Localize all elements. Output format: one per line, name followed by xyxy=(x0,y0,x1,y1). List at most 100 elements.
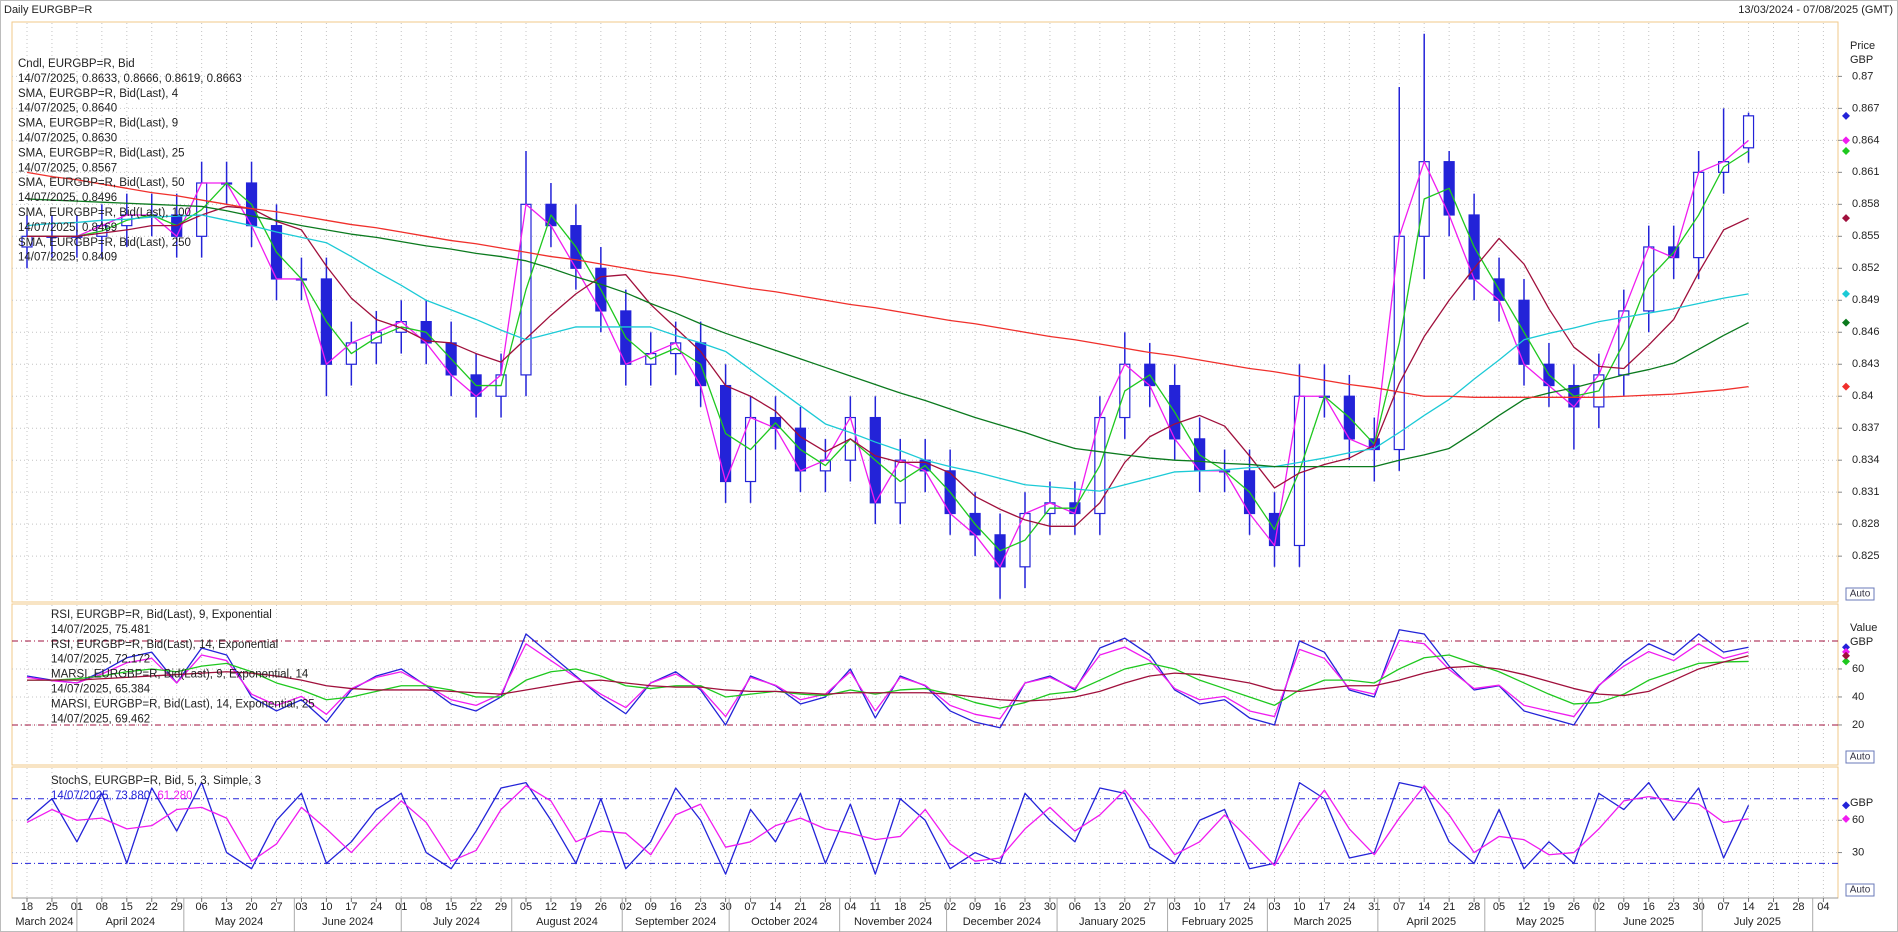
legend-value: 61.280 xyxy=(157,790,192,802)
x-tick-label: 27 xyxy=(270,901,282,913)
x-tick-label: 06 xyxy=(196,901,208,913)
x-tick-label: 11 xyxy=(870,901,881,913)
legend-text: SMA, EURGBP=R, Bid(Last), 250 xyxy=(18,237,191,249)
x-tick-label: 13 xyxy=(1094,901,1106,913)
legend-text: SMA, EURGBP=R, Bid(Last), 4 xyxy=(18,88,179,100)
legend-text: RSI, EURGBP=R, Bid(Last), 9, Exponential xyxy=(51,609,272,621)
x-tick-label: 30 xyxy=(1044,901,1056,913)
legend-text: 14/07/2025, 0.8567 xyxy=(18,162,117,174)
last-value-marker xyxy=(1842,111,1850,120)
month-label: February 2025 xyxy=(1182,916,1254,928)
x-tick-label: 09 xyxy=(1618,901,1630,913)
auto-label: Auto xyxy=(1850,752,1871,763)
candle-body xyxy=(1742,115,1755,149)
y-axis-unit: GBP xyxy=(1850,797,1873,809)
month-label: April 2025 xyxy=(1407,916,1457,928)
legend-value: 14/07/2025, 73.880, xyxy=(51,790,153,802)
x-tick-label: 08 xyxy=(420,901,432,913)
month-label: January 2025 xyxy=(1079,916,1146,928)
series-line xyxy=(26,629,1749,729)
y-tick-label: 20 xyxy=(1852,719,1864,731)
y-tick-label: 0.864 xyxy=(1852,134,1880,146)
y-tick-label: 0.861 xyxy=(1852,166,1880,178)
x-tick-label: 02 xyxy=(1593,901,1605,913)
y-tick-label: 0.828 xyxy=(1852,518,1880,530)
x-tick-label: 25 xyxy=(46,901,58,913)
x-tick-label: 23 xyxy=(1668,901,1680,913)
x-tick-label: 07 xyxy=(1393,901,1405,913)
y-axis-unit: GBP xyxy=(1850,636,1873,648)
x-tick-label: 28 xyxy=(819,901,831,913)
x-tick-label: 18 xyxy=(894,901,906,913)
x-tick-label: 04 xyxy=(1817,901,1829,913)
legend-text: StochS, EURGBP=R, Bid, 5, 3, Simple, 3 xyxy=(51,775,261,787)
month-label: September 2024 xyxy=(635,916,716,928)
x-tick-label: 14 xyxy=(1742,901,1754,913)
last-value-marker xyxy=(1842,289,1850,298)
x-tick-label: 29 xyxy=(495,901,507,913)
last-value-marker xyxy=(1842,214,1850,223)
month-label: June 2025 xyxy=(1623,916,1674,928)
legend-text: SMA, EURGBP=R, Bid(Last), 9 xyxy=(18,118,178,130)
x-tick-label: 10 xyxy=(1293,901,1305,913)
legend-text: MARSI, EURGBP=R, Bid(Last), 14, Exponent… xyxy=(51,698,315,710)
x-tick-label: 09 xyxy=(969,901,981,913)
x-tick-label: 17 xyxy=(1318,901,1330,913)
y-tick-label: 40 xyxy=(1852,691,1864,703)
series-line xyxy=(27,150,1749,552)
y-tick-label: 0.846 xyxy=(1852,326,1880,338)
x-tick-label: 13 xyxy=(220,901,232,913)
x-tick-label: 15 xyxy=(445,901,457,913)
x-tick-label: 04 xyxy=(844,901,856,913)
month-label: December 2024 xyxy=(963,916,1041,928)
x-tick-label: 10 xyxy=(1194,901,1206,913)
month-label: May 2025 xyxy=(1516,916,1564,928)
series-line xyxy=(26,785,1749,867)
month-label: July 2025 xyxy=(1734,916,1781,928)
y-tick-label: 30 xyxy=(1852,846,1864,858)
x-tick-label: 22 xyxy=(146,901,158,913)
y-tick-label: 0.855 xyxy=(1852,230,1880,242)
y-axis-label: Value xyxy=(1850,622,1877,634)
x-tick-label: 06 xyxy=(1069,901,1081,913)
x-tick-label: 21 xyxy=(794,901,806,913)
series-line xyxy=(26,214,1749,492)
legend-text: 14/07/2025, 65.384 xyxy=(51,684,151,696)
x-tick-label: 17 xyxy=(345,901,357,913)
x-tick-label: 24 xyxy=(370,901,382,913)
legend-text: SMA, EURGBP=R, Bid(Last), 50 xyxy=(18,177,185,189)
y-tick-label: 0.867 xyxy=(1852,102,1880,114)
legend-text: 14/07/2025, 0.8496 xyxy=(18,192,117,204)
x-tick-label: 16 xyxy=(1643,901,1655,913)
x-tick-label: 03 xyxy=(1169,901,1181,913)
month-label: March 2024 xyxy=(15,916,73,928)
x-tick-label: 20 xyxy=(1119,901,1131,913)
last-value-marker xyxy=(1842,318,1850,327)
legend-text: 14/07/2025, 0.8469 xyxy=(18,222,117,234)
x-tick-label: 05 xyxy=(520,901,532,913)
legend-text: 14/07/2025, 0.8633, 0.8666, 0.8619, 0.86… xyxy=(18,73,242,85)
y-axis-unit: GBP xyxy=(1850,54,1873,66)
month-label: May 2024 xyxy=(215,916,263,928)
x-tick-label: 14 xyxy=(1418,901,1430,913)
auto-button: Auto xyxy=(1845,750,1875,764)
month-label: March 2025 xyxy=(1294,916,1352,928)
x-tick-label: 16 xyxy=(670,901,682,913)
month-label: October 2024 xyxy=(751,916,818,928)
auto-box xyxy=(1845,750,1875,764)
legend-values: 14/07/2025, 73.880, 61.280 xyxy=(51,790,193,802)
last-value-marker xyxy=(1842,801,1850,810)
chart-title: Daily EURGBP=R xyxy=(4,4,92,16)
x-tick-label: 02 xyxy=(944,901,956,913)
series-line xyxy=(27,139,1749,568)
x-tick-label: 16 xyxy=(994,901,1006,913)
series-line xyxy=(26,171,1749,398)
y-tick-label: 0.87 xyxy=(1852,70,1873,82)
month-label: August 2024 xyxy=(536,916,598,928)
x-tick-label: 26 xyxy=(1568,901,1580,913)
x-tick-label: 26 xyxy=(595,901,607,913)
x-tick-label: 17 xyxy=(1218,901,1230,913)
auto-button: Auto xyxy=(1845,587,1875,601)
y-tick-label: 60 xyxy=(1852,663,1864,675)
